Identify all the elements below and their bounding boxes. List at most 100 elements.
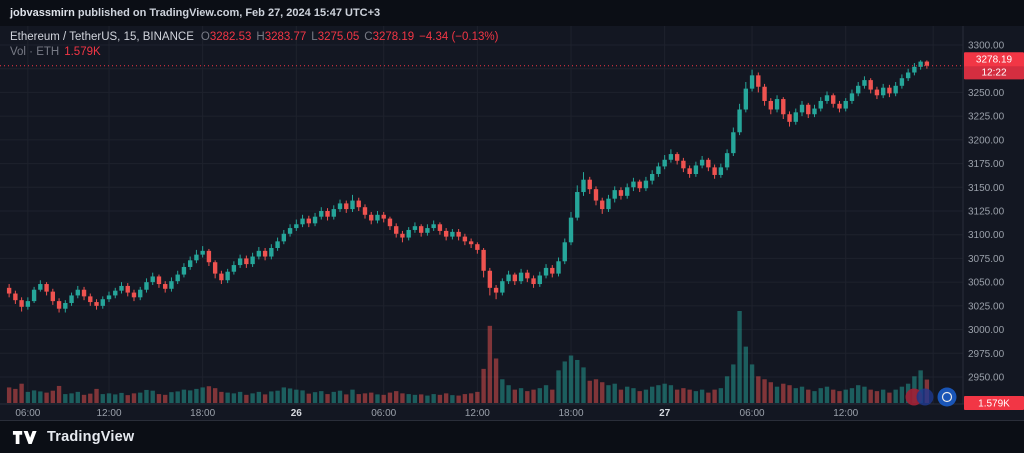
candle	[781, 97, 786, 119]
candle	[899, 74, 905, 89]
candle	[431, 220, 436, 231]
volume-bar	[856, 385, 861, 403]
candle	[818, 97, 823, 112]
candle	[287, 224, 293, 237]
volume-bar	[493, 358, 499, 403]
candle	[893, 81, 898, 97]
candle	[119, 282, 124, 294]
volume-bar	[706, 392, 711, 403]
volume-bar	[749, 364, 755, 403]
time-tick-label: 12:00	[833, 408, 858, 419]
volume-bar	[456, 395, 461, 403]
tradingview-brand[interactable]: TradingView	[47, 429, 135, 445]
candle	[394, 223, 399, 238]
candle	[481, 247, 486, 278]
volume-bar	[425, 395, 430, 403]
close-label: C	[364, 31, 373, 43]
volume-bar	[724, 376, 730, 403]
candle	[100, 296, 105, 309]
volume-bar	[812, 391, 817, 403]
volume-bar	[381, 394, 386, 403]
chart-container[interactable]: Ethereum / TetherUS, 15, BINANCE O3282.53…	[0, 26, 1024, 420]
volume-bar	[38, 391, 43, 403]
time-axis-labels[interactable]: 06:00 12:00 18:00 26 06:00 12:00 18:00 27 06:00 1…	[15, 408, 858, 419]
candle	[537, 271, 542, 287]
candle	[244, 255, 249, 268]
volume-bar	[269, 391, 274, 403]
low-value: 3275.05	[317, 31, 360, 43]
volume-bar	[475, 391, 480, 403]
volume-bar	[362, 393, 368, 403]
candle	[487, 267, 493, 296]
volume-bar	[50, 390, 56, 403]
candle	[175, 270, 180, 285]
candle	[837, 100, 842, 113]
volume-bar	[668, 385, 674, 403]
volume-bar	[119, 392, 124, 403]
candle	[194, 249, 199, 264]
candle	[593, 186, 599, 206]
candle	[169, 277, 174, 292]
price-tick-label: 3200.00	[968, 135, 1005, 146]
volume-bar	[418, 394, 424, 403]
candle	[812, 104, 817, 118]
volume-bar	[281, 387, 287, 403]
candle	[606, 194, 611, 212]
candle	[905, 68, 911, 82]
change-value: −4.34 (−0.13%)	[419, 31, 499, 43]
volume-bar	[450, 395, 455, 403]
volume-label[interactable]: Vol · ETH	[10, 46, 60, 58]
price-axis-labels[interactable]: 3300.003275.003250.003225.003200.003175.…	[968, 41, 1005, 384]
volume-bar	[787, 385, 792, 403]
volume-bar	[518, 388, 524, 403]
gridlines	[0, 26, 963, 404]
candle	[575, 185, 580, 221]
candle	[50, 288, 56, 305]
candle	[219, 270, 224, 285]
volume-bar	[543, 385, 549, 403]
symbol-title[interactable]: Ethereum / TetherUS, 15, BINANCE	[10, 31, 194, 43]
candle	[699, 155, 705, 169]
candle	[493, 284, 499, 300]
volume-bar	[693, 391, 699, 403]
volume-bar	[674, 389, 680, 403]
volume-bar	[918, 370, 923, 403]
candle	[531, 275, 536, 288]
volume-bar	[681, 388, 686, 403]
volume-bar	[125, 395, 130, 403]
tradingview-logo-icon[interactable]	[12, 430, 38, 445]
volume-bar	[337, 390, 343, 403]
candle	[131, 289, 137, 302]
publisher-username: jobvassmirn	[10, 7, 75, 19]
price-tick-label: 3250.00	[968, 88, 1005, 99]
volume-bar	[487, 325, 493, 403]
volume-bar	[874, 391, 880, 403]
volume-bar	[231, 393, 237, 403]
volume-bar	[81, 394, 87, 403]
candle	[693, 161, 699, 177]
candle	[31, 286, 37, 304]
volume-bar	[575, 359, 580, 403]
candle	[918, 60, 923, 70]
volume-bar	[356, 394, 361, 403]
volume-bar	[256, 391, 262, 403]
volume-bar	[344, 394, 349, 403]
volume-bar	[394, 391, 399, 403]
volume-bar	[880, 389, 886, 403]
volume-bar	[319, 391, 324, 403]
candle	[231, 261, 237, 275]
high-value: 3283.77	[264, 31, 307, 43]
volume-bar	[31, 390, 37, 403]
partner-logos-icon	[905, 387, 957, 407]
candle	[256, 247, 262, 260]
volume-bar	[250, 393, 255, 403]
candle	[381, 211, 386, 223]
price-tick-label: 3000.00	[968, 325, 1005, 336]
candlestick-chart[interactable]: 3300.003275.003250.003225.003200.003175.…	[0, 26, 1024, 420]
volume-bar	[200, 387, 205, 403]
candle	[400, 230, 405, 243]
volume-bar	[793, 388, 798, 403]
candle	[300, 214, 305, 228]
candle	[774, 95, 780, 113]
candle	[880, 83, 886, 99]
